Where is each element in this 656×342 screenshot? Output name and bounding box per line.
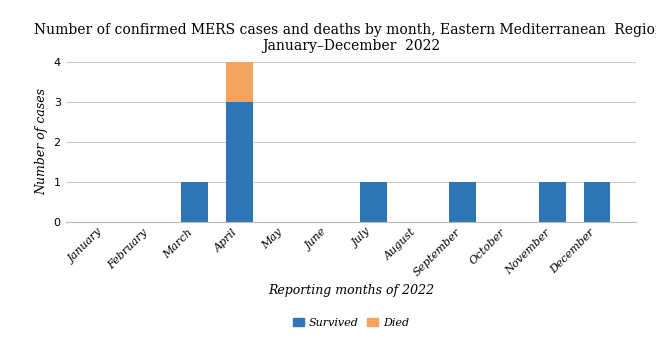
Legend: Survived, Died: Survived, Died (289, 314, 413, 332)
Bar (539, 182, 565, 222)
Bar (226, 102, 253, 222)
Bar (226, 62, 253, 102)
Y-axis label: Number of cases: Number of cases (35, 89, 48, 195)
Bar (449, 182, 476, 222)
Bar (360, 182, 387, 222)
Bar (584, 182, 610, 222)
Title: Number of confirmed MERS cases and deaths by month, Eastern Mediterranean  Regio: Number of confirmed MERS cases and death… (34, 23, 656, 53)
X-axis label: Reporting months of 2022: Reporting months of 2022 (268, 284, 434, 297)
Bar (181, 182, 208, 222)
